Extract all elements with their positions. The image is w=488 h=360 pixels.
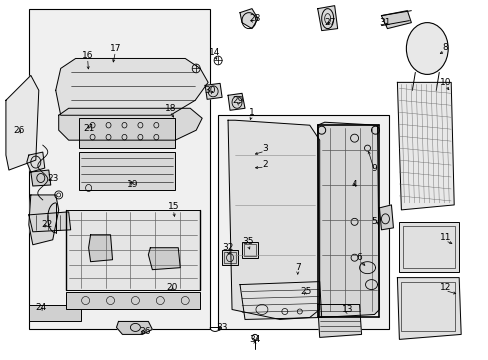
Bar	[403, 226, 454, 268]
Polygon shape	[56, 58, 208, 115]
Text: 36: 36	[140, 327, 151, 336]
Text: 35: 35	[242, 237, 253, 246]
Polygon shape	[59, 108, 202, 140]
Bar	[222, 250, 238, 265]
Polygon shape	[379, 205, 393, 230]
Text: 33: 33	[216, 323, 227, 332]
Polygon shape	[381, 11, 410, 28]
Polygon shape	[240, 9, 258, 28]
Text: 24: 24	[35, 303, 46, 312]
Text: 7: 7	[294, 263, 300, 272]
Polygon shape	[227, 120, 319, 319]
Text: 12: 12	[439, 283, 450, 292]
Text: 20: 20	[166, 283, 178, 292]
Polygon shape	[31, 170, 51, 186]
Polygon shape	[116, 321, 152, 334]
Polygon shape	[227, 93, 244, 110]
Text: 3: 3	[262, 144, 267, 153]
Text: 1: 1	[248, 108, 254, 117]
Text: 21: 21	[83, 124, 94, 133]
Text: 34: 34	[249, 335, 260, 344]
Text: 26: 26	[13, 126, 24, 135]
Polygon shape	[317, 6, 337, 31]
Bar	[244, 244, 255, 256]
Text: 25: 25	[300, 287, 311, 296]
Text: 17: 17	[109, 44, 121, 53]
Text: 13: 13	[341, 305, 353, 314]
Polygon shape	[29, 212, 71, 232]
Ellipse shape	[406, 23, 447, 75]
Bar	[218, 115, 388, 329]
Text: 19: 19	[126, 180, 138, 189]
Text: 28: 28	[249, 14, 260, 23]
Text: 8: 8	[442, 43, 447, 52]
Text: 14: 14	[209, 48, 221, 57]
Text: 5: 5	[371, 217, 377, 226]
Polygon shape	[317, 305, 361, 337]
Text: 31: 31	[379, 18, 390, 27]
Polygon shape	[317, 122, 379, 318]
Text: 23: 23	[47, 174, 58, 183]
Polygon shape	[6, 75, 39, 170]
Polygon shape	[148, 248, 180, 270]
Text: 16: 16	[81, 51, 93, 60]
Bar	[224, 252, 236, 263]
Text: 4: 4	[351, 180, 357, 189]
Text: 6: 6	[356, 253, 362, 262]
Text: 29: 29	[232, 96, 243, 105]
Polygon shape	[29, 195, 59, 245]
Text: 15: 15	[167, 202, 179, 211]
Bar	[399, 222, 458, 272]
Text: 32: 32	[222, 243, 233, 252]
Text: 22: 22	[41, 220, 52, 229]
Text: 2: 2	[262, 159, 267, 168]
Text: 11: 11	[439, 233, 450, 242]
Text: 30: 30	[204, 86, 215, 95]
Bar	[401, 282, 454, 332]
Polygon shape	[397, 278, 460, 339]
Bar	[79, 152, 175, 190]
Polygon shape	[397, 82, 453, 210]
Text: 27: 27	[324, 18, 335, 27]
Bar	[29, 305, 81, 321]
Bar	[242, 242, 258, 258]
Polygon shape	[205, 84, 222, 99]
Bar	[79, 118, 175, 148]
Text: 18: 18	[164, 104, 176, 113]
Bar	[29, 9, 210, 329]
Polygon shape	[240, 282, 321, 319]
Text: 9: 9	[371, 163, 377, 172]
Polygon shape	[27, 152, 45, 172]
Bar	[65, 292, 200, 310]
Text: 10: 10	[439, 78, 450, 87]
Bar	[65, 210, 200, 289]
Polygon shape	[88, 235, 112, 262]
